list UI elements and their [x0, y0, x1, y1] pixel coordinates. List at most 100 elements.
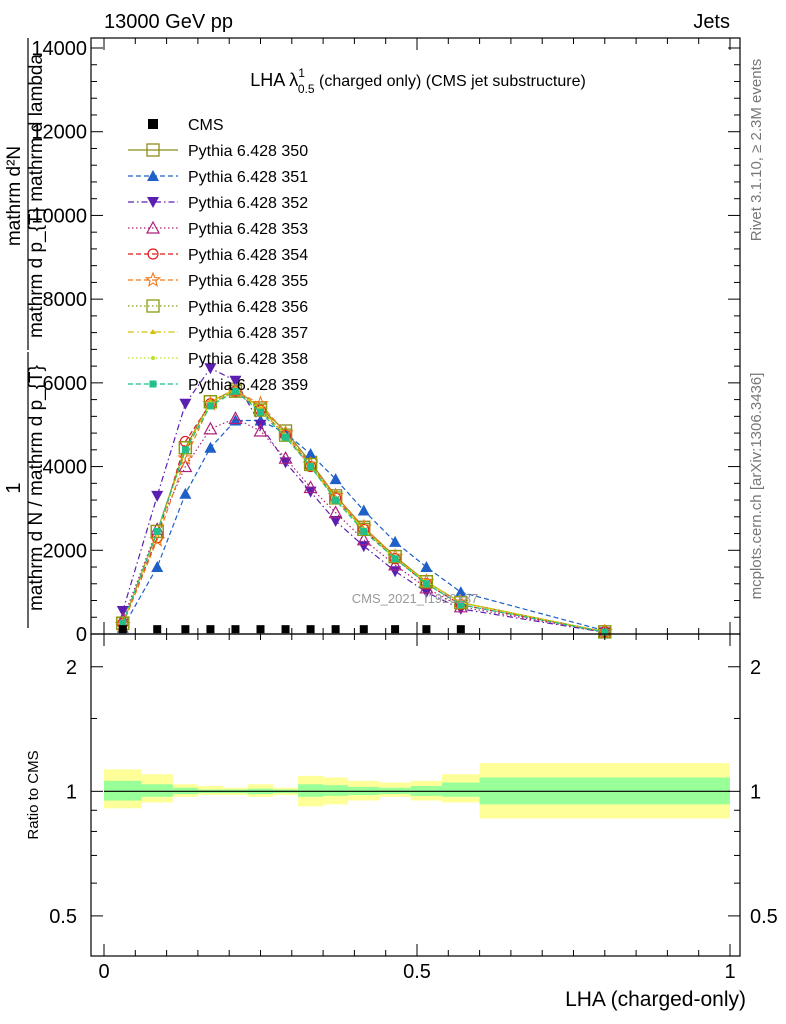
- x-tick-label: 0.5: [403, 961, 431, 983]
- legend-label: Pythia 6.428 355: [188, 273, 308, 290]
- legend-marker: [150, 329, 156, 334]
- legend-label: Pythia 6.428 357: [188, 325, 308, 342]
- data-point: [231, 625, 240, 634]
- legend-label: Pythia 6.428 350: [188, 143, 308, 160]
- legend-marker: [151, 356, 155, 360]
- legend-item: Pythia 6.428 352: [128, 195, 308, 212]
- legend-marker: [147, 170, 159, 181]
- legend-marker: [148, 119, 158, 129]
- series-point: [278, 450, 293, 464]
- legend-marker: [147, 248, 159, 260]
- legend-item: Pythia 6.428 351: [128, 169, 308, 186]
- series-point: [204, 363, 217, 375]
- legend-label: Pythia 6.428 353: [188, 221, 308, 238]
- data-point: [206, 625, 215, 634]
- series-point: [119, 619, 127, 627]
- series-point: [457, 601, 465, 609]
- series-point: [229, 414, 242, 426]
- series-point: [282, 433, 290, 441]
- x-axis-label: LHA (charged-only): [565, 988, 746, 1011]
- stat-band: [141, 784, 173, 797]
- ratio-y-tick-label: 1: [66, 781, 77, 803]
- data-series: [118, 625, 465, 634]
- series-line: [122, 419, 605, 632]
- legend-label: Pythia 6.428 358: [188, 351, 308, 368]
- series-point: [303, 480, 318, 494]
- series-point: [150, 524, 164, 539]
- series-point: [181, 446, 189, 454]
- data-point: [391, 625, 400, 634]
- series-point: [151, 490, 164, 502]
- series-point: [328, 505, 343, 519]
- legend-marker: [145, 220, 161, 234]
- series-point: [179, 487, 192, 499]
- series-point: [420, 561, 433, 573]
- series-line: [122, 390, 605, 633]
- series-point: [206, 402, 214, 410]
- main-panel: 0 2000 4000 6000 8000 10000 12000 14000 CMS Pythi…: [31, 37, 741, 646]
- mcplots-label: mcplots.cern.ch [arXiv:1306.3436]: [748, 373, 765, 600]
- plot-title-sub: 0.5: [298, 82, 315, 96]
- series-point: [257, 408, 264, 416]
- legend-item: Pythia 6.428 357: [128, 325, 308, 342]
- data-point: [153, 625, 162, 634]
- series-point: [389, 566, 402, 578]
- series-point: [153, 527, 161, 535]
- main-y-tick-label: 0: [76, 624, 87, 646]
- stat-band: [104, 780, 142, 801]
- legend-label: CMS: [188, 117, 224, 134]
- rivet-version-label: Rivet 3.1.10, ≥ 2.3M events: [748, 59, 765, 242]
- ratio-y-tick-label-right: 2: [750, 657, 761, 679]
- data-point: [281, 625, 290, 634]
- series-point: [388, 549, 402, 564]
- ylabel-denominator-2: mathrm d p_{T} mathrm d lambda: [26, 54, 47, 338]
- series-point: [356, 532, 371, 546]
- main-y-tick-label: 14000: [31, 38, 87, 60]
- group-label: Jets: [693, 11, 730, 33]
- data-point: [456, 625, 465, 634]
- legend-item: Pythia 6.428 359: [128, 377, 308, 394]
- legend-marker: [147, 197, 159, 208]
- main-y-tick-label: 2000: [43, 540, 88, 562]
- data-point: [359, 625, 368, 634]
- series-point: [304, 460, 317, 473]
- series-point: [303, 457, 318, 472]
- series-point: [329, 473, 342, 485]
- data-point: [422, 625, 431, 634]
- series-point: [151, 561, 164, 573]
- plot-title-main: LHA λ: [250, 70, 298, 90]
- main-y-tick-label: 6000: [43, 373, 88, 395]
- series-point: [228, 384, 243, 398]
- legend-marker: [149, 380, 157, 388]
- data-point: [331, 625, 340, 634]
- main-y-tick-label: 12000: [31, 122, 87, 144]
- series-point: [360, 527, 368, 535]
- main-y-tick-label: 4000: [43, 457, 88, 479]
- ratio-y-label: Ratio to CMS: [25, 750, 42, 839]
- series-point: [454, 595, 468, 610]
- legend-item: Pythia 6.428 355: [128, 271, 308, 290]
- series-point: [307, 463, 315, 471]
- main-y-axis-label: 1 mathrm d N / mathrm d p_{T} mathrm d²N…: [3, 38, 47, 628]
- series-point: [332, 496, 340, 504]
- legend-item: CMS: [148, 117, 224, 134]
- main-y-tick-label: 8000: [43, 289, 88, 311]
- data-point: [306, 625, 315, 634]
- series-10: [119, 387, 609, 636]
- plot-title-rest: (charged only) (CMS jet substructure): [315, 73, 586, 90]
- series-point: [419, 575, 434, 589]
- legend-item: Pythia 6.428 353: [128, 220, 308, 238]
- legend-item: Pythia 6.428 358: [128, 351, 308, 368]
- ratio-y-tick-label-right: 1: [750, 781, 761, 803]
- series-point: [304, 448, 317, 460]
- series-point: [179, 398, 192, 410]
- stat-band: [323, 785, 349, 796]
- series-point: [231, 387, 239, 395]
- ylabel-denominator: mathrm d N / mathrm d p_{T}: [26, 365, 47, 611]
- plot-title: LHA λ1 0.5 (charged only) (CMS jet substr…: [250, 66, 586, 96]
- legend-label: Pythia 6.428 354: [188, 247, 308, 264]
- series-point: [601, 628, 609, 636]
- series-point: [328, 491, 343, 505]
- plot-title-sup: 1: [298, 66, 305, 80]
